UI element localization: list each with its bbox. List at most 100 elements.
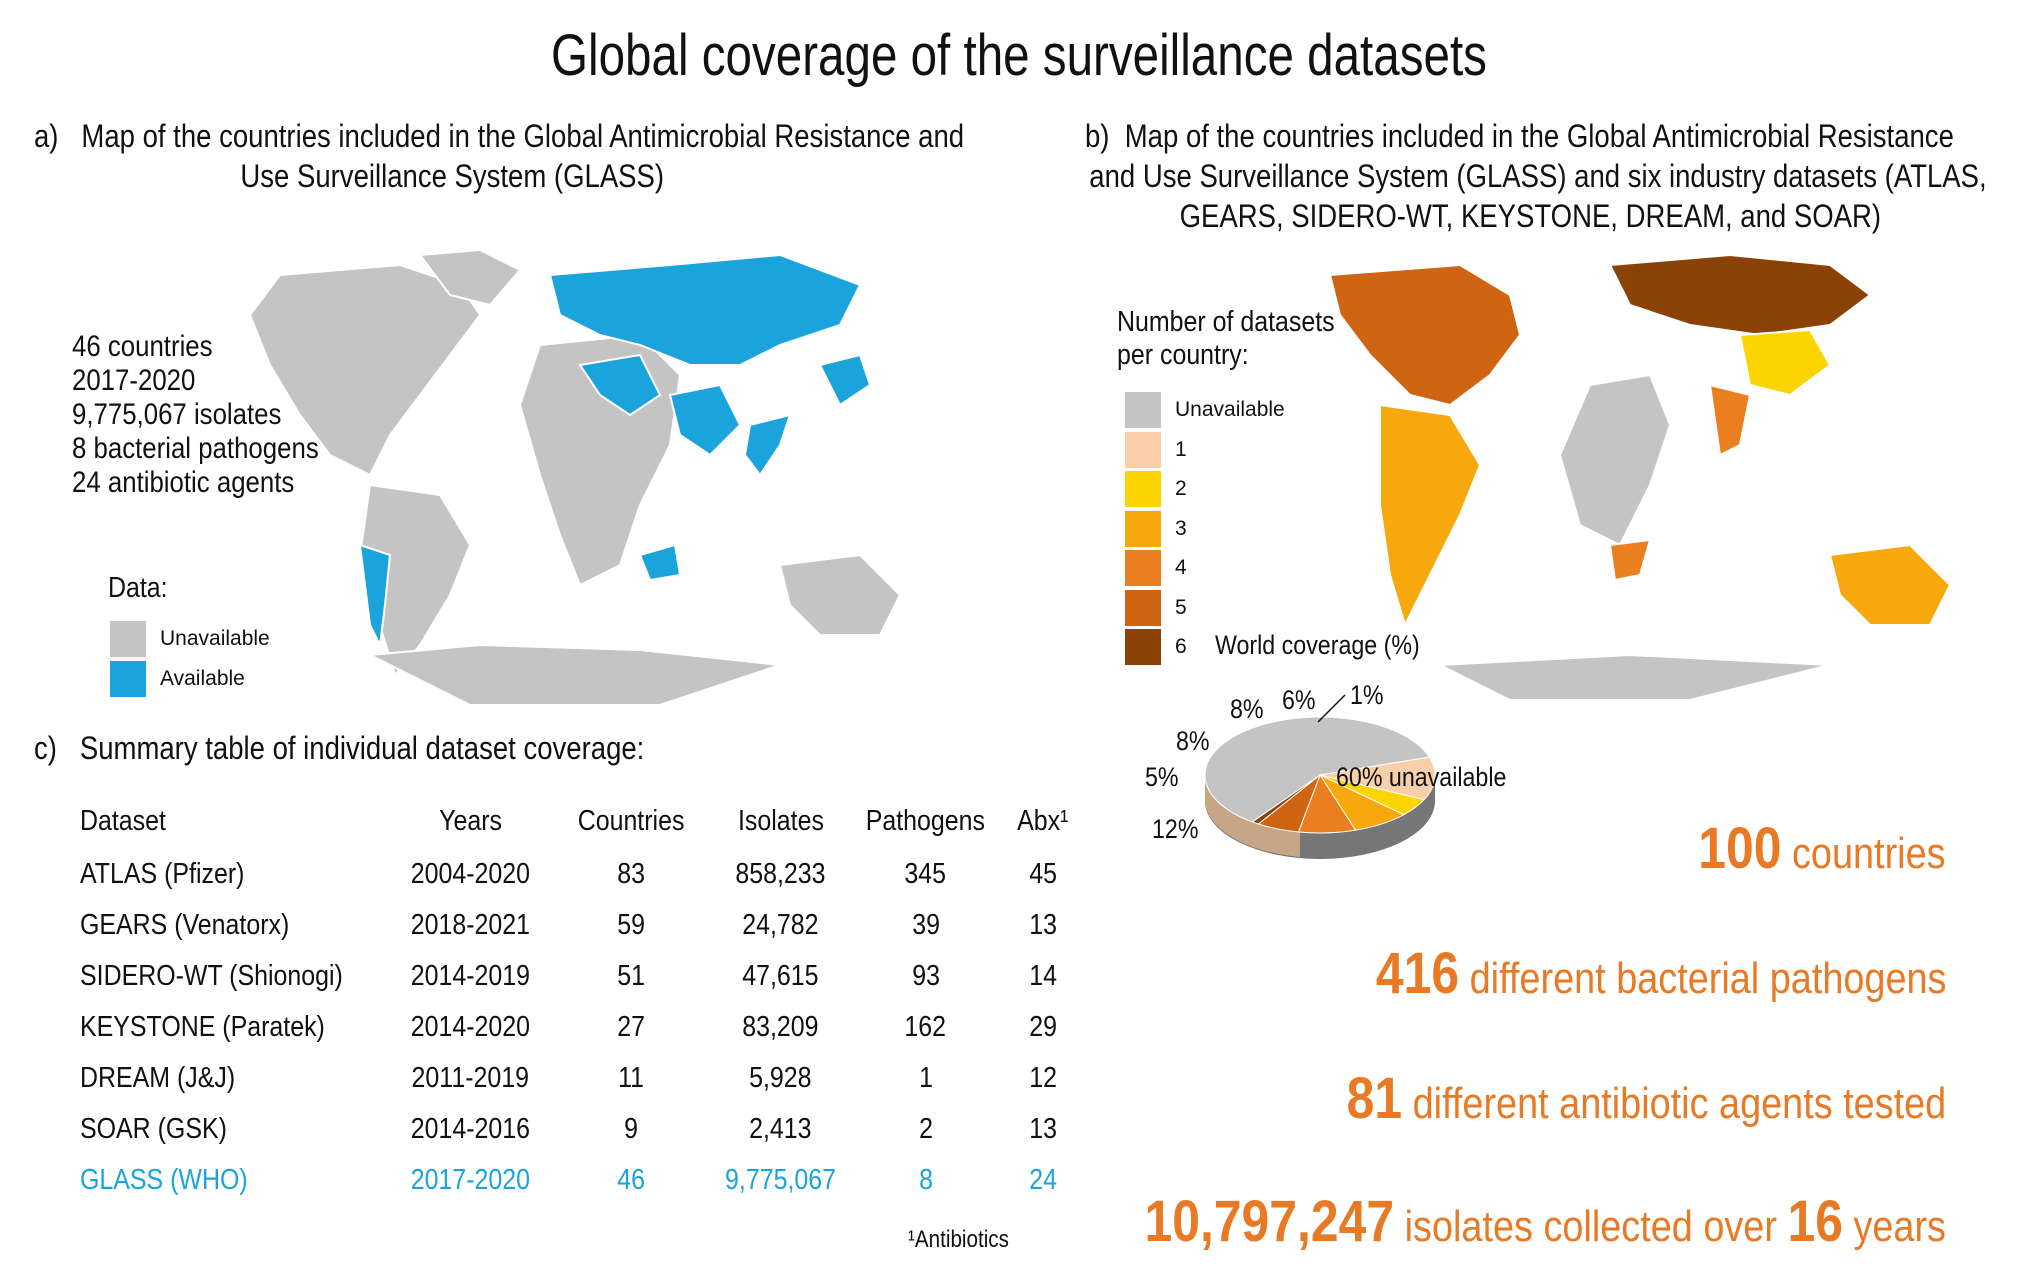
table-row: GEARS (Venatorx) 2018-2021 59 24,782 39 13 <box>80 900 1091 951</box>
table-cell: 9 <box>623 1113 638 1145</box>
table-cell: 12 <box>1029 1062 1058 1094</box>
summary-pathogens: 416 different bacterial pathogens <box>1375 940 1946 1007</box>
summary-agents-text: different antibiotic agents tested <box>1401 1079 1946 1128</box>
legend-a-available: Available <box>110 661 245 697</box>
legend-b-item: 1 <box>1125 431 1187 468</box>
summary-years-text: years <box>1842 1202 1946 1251</box>
legend-b-item: 4 <box>1125 550 1187 586</box>
col-pathogens: Pathogens <box>866 804 986 837</box>
table-cell: 345 <box>904 858 947 890</box>
table-cell: 14 <box>1029 960 1058 992</box>
legend-a-title: Data: <box>108 572 168 604</box>
col-abx: Abx¹ <box>1017 804 1069 837</box>
swatch-available <box>110 661 146 697</box>
table-cell: 2011-2019 <box>411 1062 530 1094</box>
panel-c-label: c) <box>34 730 57 766</box>
table-row: ATLAS (Pfizer) 2004-2020 83 858,233 345 45 <box>80 849 1091 900</box>
world-map-glass <box>248 248 902 706</box>
col-isolates: Isolates <box>737 804 824 837</box>
table-cell: 46 <box>616 1164 645 1196</box>
pie-title: World coverage (%) <box>1215 630 1420 660</box>
legend-b-label: Unavailable <box>1175 398 1285 421</box>
table-header-row: Dataset Years Countries Isolates Pathoge… <box>80 793 1091 849</box>
swatch-unavailable <box>110 621 146 657</box>
col-dataset: Dataset <box>80 804 166 837</box>
summary-isolates-num: 10,797,247 <box>1144 1189 1395 1254</box>
summary-pathogens-num: 416 <box>1375 941 1459 1006</box>
table-cell: 2018-2021 <box>411 909 531 941</box>
table-cell: 29 <box>1029 1011 1058 1043</box>
legend-a-unavailable: Unavailable <box>110 621 270 657</box>
table-cell: KEYSTONE (Paratek) <box>80 1011 325 1043</box>
table-cell: 13 <box>1029 1113 1058 1145</box>
legend-a-label-available: Available <box>160 667 245 690</box>
panel-b-title-line2: and Use Surveillance System (GLASS) and … <box>1089 158 1987 194</box>
legend-b-label: 1 <box>1175 437 1187 461</box>
legend-b-label: 5 <box>1175 595 1187 619</box>
summary-isolates-text: isolates collected over <box>1394 1202 1788 1251</box>
panel-a-label: a) <box>34 118 59 154</box>
stat-countries: 46 countries <box>72 330 213 363</box>
table-cell: 13 <box>1029 909 1058 941</box>
legend-b-swatch <box>1125 431 1161 468</box>
table-cell: 51 <box>616 960 645 992</box>
table-cell: 2,413 <box>749 1113 812 1145</box>
legend-b-item: 5 <box>1125 589 1187 626</box>
table-row: SOAR (GSK) 2014-2016 9 2,413 2 13 <box>80 1104 1091 1155</box>
pie-slice-label: 5% <box>1145 762 1179 792</box>
table-cell: 2014-2016 <box>411 1113 531 1145</box>
pie-slice-label: 8% <box>1230 694 1264 724</box>
table-cell: 1 <box>918 1062 933 1094</box>
table-cell: 93 <box>911 960 940 992</box>
legend-b-swatch <box>1125 510 1161 547</box>
table-cell: DREAM (J&J) <box>80 1062 236 1094</box>
table-cell: ATLAS (Pfizer) <box>80 858 245 890</box>
table-cell: 24,782 <box>742 909 819 941</box>
legend-b-title-line1: Number of datasets <box>1117 306 1335 338</box>
legend-b-item: Unavailable <box>1125 392 1285 428</box>
legend-b-item: 2 <box>1125 471 1187 507</box>
table-cell: 83 <box>616 858 645 890</box>
table-cell: 2017-2020 <box>411 1164 531 1196</box>
legend-b-swatch <box>1125 589 1161 626</box>
summary-pathogens-text: different bacterial pathogens <box>1458 954 1946 1003</box>
table-row: KEYSTONE (Paratek) 2014-2020 27 83,209 162 29 <box>80 1002 1091 1053</box>
stat-years: 2017-2020 <box>72 364 196 397</box>
pie-side-peach <box>1205 775 1300 857</box>
panel-a-title: a) Map of the countries included in the … <box>34 116 980 196</box>
table-cell: 2 <box>918 1113 933 1145</box>
stat-isolates: 9,775,067 isolates <box>72 398 282 431</box>
legend-a-label-unavailable: Unavailable <box>160 627 270 650</box>
footnote: ¹Antibiotics <box>908 1226 1009 1253</box>
pie-slice-label: 8% <box>1176 726 1210 756</box>
table-row: GLASS (WHO) 2017-2020 46 9,775,067 8 24 <box>80 1155 1091 1206</box>
panel-b-label: b) <box>1085 118 1110 154</box>
pie-leader-line <box>1317 694 1346 723</box>
panel-b-title-line1: Map of the countries included in the Glo… <box>1124 118 1954 154</box>
table-cell: 27 <box>616 1011 645 1043</box>
summary-isolates: 10,797,247 isolates collected over 16 ye… <box>1144 1188 1946 1255</box>
pie-slice <box>1251 774 1321 825</box>
summary-countries: 100 countries <box>1699 815 1946 882</box>
stat-pathogens: 8 bacterial pathogens <box>72 432 319 465</box>
panel-b-title: b) Map of the countries included in the … <box>1085 116 2038 236</box>
pie-slice-label: 12% <box>1152 814 1199 844</box>
pie-slice-label: 1% <box>1350 680 1384 710</box>
table-cell: 47,615 <box>742 960 819 992</box>
panel-a-stats: 46 countries 2017-2020 9,775,067 isolate… <box>72 330 319 500</box>
table-cell: 8 <box>918 1164 933 1196</box>
world-coverage-pie <box>1204 694 1436 859</box>
page-title: Global coverage of the surveillance data… <box>551 23 1487 88</box>
legend-b-item: 3 <box>1125 510 1187 547</box>
panel-a-title-line2: Use Surveillance System (GLASS) <box>240 158 665 194</box>
table-row: DREAM (J&J) 2011-2019 11 5,928 1 12 <box>80 1053 1091 1104</box>
legend-b-swatch <box>1125 471 1161 507</box>
table-cell: GEARS (Venatorx) <box>80 909 290 941</box>
table-cell: 5,928 <box>749 1062 812 1094</box>
legend-b-swatch <box>1125 629 1161 665</box>
summary-table: Dataset Years Countries Isolates Pathoge… <box>80 793 1091 1206</box>
legend-b-label: 2 <box>1175 477 1187 500</box>
summary-countries-text: countries <box>1781 829 1946 878</box>
legend-b-title-line2: per country: <box>1117 339 1249 371</box>
legend-b-label: 4 <box>1175 556 1187 579</box>
